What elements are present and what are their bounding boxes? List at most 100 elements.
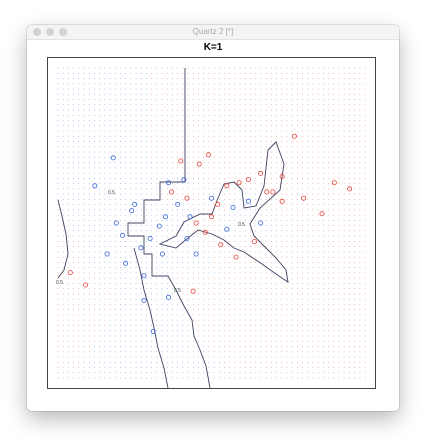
grid-dot [182,246,184,247]
grid-dot [78,351,80,353]
grid-dot [140,325,142,326]
grid-dot [229,93,231,95]
grid-dot [244,241,246,242]
grid-dot [234,188,236,190]
grid-dot [73,262,74,263]
grid-dot [182,235,184,237]
grid-dot [68,162,69,163]
grid-dot [354,304,355,305]
grid-dot [208,304,210,305]
grid-dot [317,204,319,205]
grid-dot [140,67,142,69]
grid-dot [276,335,277,337]
grid-dot [359,246,361,247]
close-window-icon[interactable] [33,28,41,36]
grid-dot [57,335,59,337]
grid-dot [120,251,121,253]
grid-dot [99,372,100,374]
grid-dot [94,235,95,237]
grid-dot [224,288,225,290]
grid-dot [265,246,267,247]
grid-dot [229,209,231,211]
grid-dot [88,204,90,205]
grid-dot [291,367,293,368]
grid-dot [364,183,366,184]
grid-dot [286,146,288,148]
grid-dot [297,109,298,111]
title-bar[interactable]: Quartz 2 [*] [27,25,399,40]
grid-dot [229,172,231,174]
grid-dot [270,114,272,116]
grid-dot [198,146,199,148]
grid-dot [151,167,153,169]
grid-dot [135,246,137,247]
grid-dot [125,230,126,232]
grid-dot [140,377,142,379]
grid-dot [156,99,158,100]
grid-dot [114,83,116,85]
zoom-window-icon[interactable] [59,28,67,36]
grid-dot [213,325,215,326]
grid-dot [208,209,210,211]
grid-dot [338,319,340,321]
grid-dot [104,314,106,316]
grid-dot [224,146,225,148]
grid-dot [291,162,293,163]
grid-dot [146,356,147,358]
grid-dot [354,267,355,269]
grid-dot [281,188,283,190]
grid-dot [62,214,64,216]
grid-dot [302,277,303,279]
grid-dot [312,283,314,284]
grid-dot [270,314,272,316]
grid-dot [125,351,126,353]
grid-dot [57,256,59,258]
grid-dot [343,204,345,205]
grid-dot [172,67,173,69]
grid-dot [151,135,153,137]
grid-dot [198,372,199,374]
grid-dot [88,251,90,253]
grid-dot [354,141,355,142]
grid-dot [234,314,236,316]
grid-dot [349,151,350,153]
grid-dot [130,241,132,242]
grid-dot [291,209,293,211]
grid-dot [302,67,303,69]
grid-dot [68,241,69,242]
grid-dot [83,309,85,311]
grid-dot [104,256,106,258]
grid-dot [156,125,158,127]
grid-dot [62,156,64,158]
grid-dot [68,167,69,169]
knn-chart: 0.5 0.5 0.5 0.5 [56,67,366,388]
minimize-window-icon[interactable] [46,28,54,36]
grid-dot [286,78,288,79]
grid-dot [57,330,59,332]
grid-dot [99,314,100,316]
grid-dot [291,230,293,232]
grid-dot [78,109,80,111]
grid-dot [125,356,126,358]
grid-dot [307,188,309,190]
grid-dot [286,319,288,321]
grid-dot [265,83,267,85]
grid-dot [244,130,246,132]
grid-dot [94,340,95,342]
grid-dot [151,372,153,374]
grid-dot [333,251,335,253]
grid-dot [99,130,100,132]
grid-dot [94,293,95,295]
grid-dot [125,83,126,85]
grid-dot [192,293,194,295]
grid-dot [140,78,142,79]
grid-dot [244,141,246,142]
grid-dot [312,325,314,326]
grid-dot [203,130,205,132]
grid-dot [260,283,262,284]
grid-dot [57,146,59,148]
grid-dot [328,188,329,190]
grid-dot [234,251,236,253]
grid-dot [151,251,153,253]
grid-dot [302,130,303,132]
